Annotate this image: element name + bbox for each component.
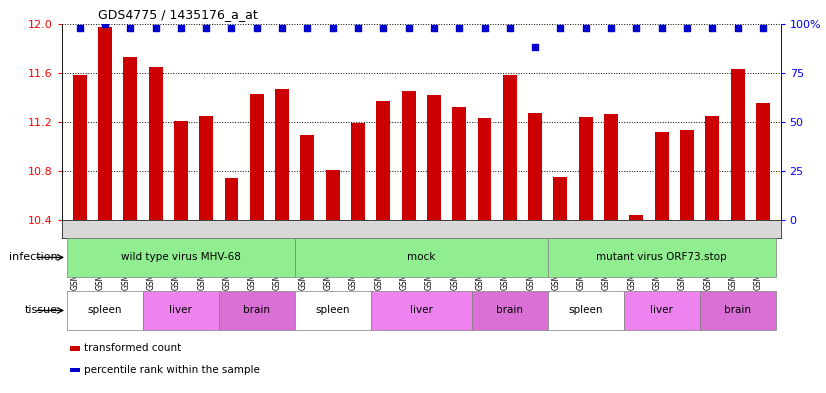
Bar: [351, 123, 365, 220]
Point: [124, 24, 137, 31]
Point: [478, 24, 491, 31]
Text: infection: infection: [9, 252, 58, 263]
Bar: [629, 215, 643, 220]
Text: brain: brain: [724, 305, 751, 316]
Point: [629, 24, 643, 31]
Bar: [604, 114, 618, 220]
Point: [681, 24, 694, 31]
Point: [174, 24, 188, 31]
FancyBboxPatch shape: [472, 291, 548, 330]
Bar: [553, 177, 567, 220]
Text: transformed count: transformed count: [84, 343, 182, 353]
Point: [301, 24, 314, 31]
Point: [250, 24, 263, 31]
Point: [503, 24, 516, 31]
Bar: [275, 89, 289, 220]
Point: [200, 24, 213, 31]
Point: [402, 24, 415, 31]
Bar: [528, 113, 542, 220]
FancyBboxPatch shape: [219, 291, 295, 330]
Bar: [123, 57, 137, 220]
Point: [605, 24, 618, 31]
Text: brain: brain: [496, 305, 524, 316]
Point: [453, 24, 466, 31]
Point: [757, 24, 770, 31]
FancyBboxPatch shape: [548, 291, 624, 330]
FancyBboxPatch shape: [700, 291, 776, 330]
Text: liver: liver: [169, 305, 192, 316]
Text: percentile rank within the sample: percentile rank within the sample: [84, 365, 260, 375]
Text: liver: liver: [650, 305, 673, 316]
Point: [731, 24, 744, 31]
Point: [529, 44, 542, 50]
Text: tissue: tissue: [25, 305, 58, 316]
Point: [326, 24, 339, 31]
Bar: [377, 101, 390, 220]
Text: liver: liver: [410, 305, 433, 316]
Bar: [427, 95, 441, 220]
Bar: [730, 69, 744, 220]
Text: spleen: spleen: [316, 305, 350, 316]
Point: [427, 24, 440, 31]
Bar: [401, 91, 415, 220]
Bar: [756, 103, 770, 220]
Bar: [503, 75, 517, 220]
Bar: [325, 170, 339, 220]
Point: [73, 24, 86, 31]
Bar: [579, 117, 593, 220]
Point: [377, 24, 390, 31]
Text: spleen: spleen: [88, 305, 122, 316]
Bar: [655, 132, 668, 220]
Point: [225, 24, 238, 31]
Bar: [249, 94, 263, 220]
Point: [98, 20, 112, 27]
FancyBboxPatch shape: [143, 291, 219, 330]
Bar: [98, 27, 112, 220]
Point: [655, 24, 668, 31]
Point: [276, 24, 289, 31]
Text: brain: brain: [244, 305, 270, 316]
Bar: [453, 107, 466, 220]
Text: mock: mock: [407, 252, 435, 263]
Text: GDS4775 / 1435176_a_at: GDS4775 / 1435176_a_at: [97, 8, 258, 21]
Text: mutant virus ORF73.stop: mutant virus ORF73.stop: [596, 252, 727, 263]
FancyBboxPatch shape: [67, 291, 143, 330]
Bar: [680, 130, 694, 220]
FancyBboxPatch shape: [371, 291, 472, 330]
Text: wild type virus MHV-68: wild type virus MHV-68: [121, 252, 241, 263]
Point: [149, 24, 162, 31]
Bar: [199, 116, 213, 220]
Bar: [149, 66, 163, 220]
FancyBboxPatch shape: [295, 291, 371, 330]
Bar: [225, 178, 239, 220]
Bar: [301, 135, 315, 220]
Point: [351, 24, 364, 31]
Point: [553, 24, 567, 31]
Text: spleen: spleen: [568, 305, 603, 316]
Bar: [705, 116, 719, 220]
FancyBboxPatch shape: [295, 238, 548, 277]
Bar: [477, 118, 491, 220]
Point: [579, 24, 592, 31]
FancyBboxPatch shape: [67, 238, 295, 277]
FancyBboxPatch shape: [624, 291, 700, 330]
FancyBboxPatch shape: [548, 238, 776, 277]
Bar: [174, 121, 188, 220]
Bar: [73, 75, 87, 220]
Point: [705, 24, 719, 31]
